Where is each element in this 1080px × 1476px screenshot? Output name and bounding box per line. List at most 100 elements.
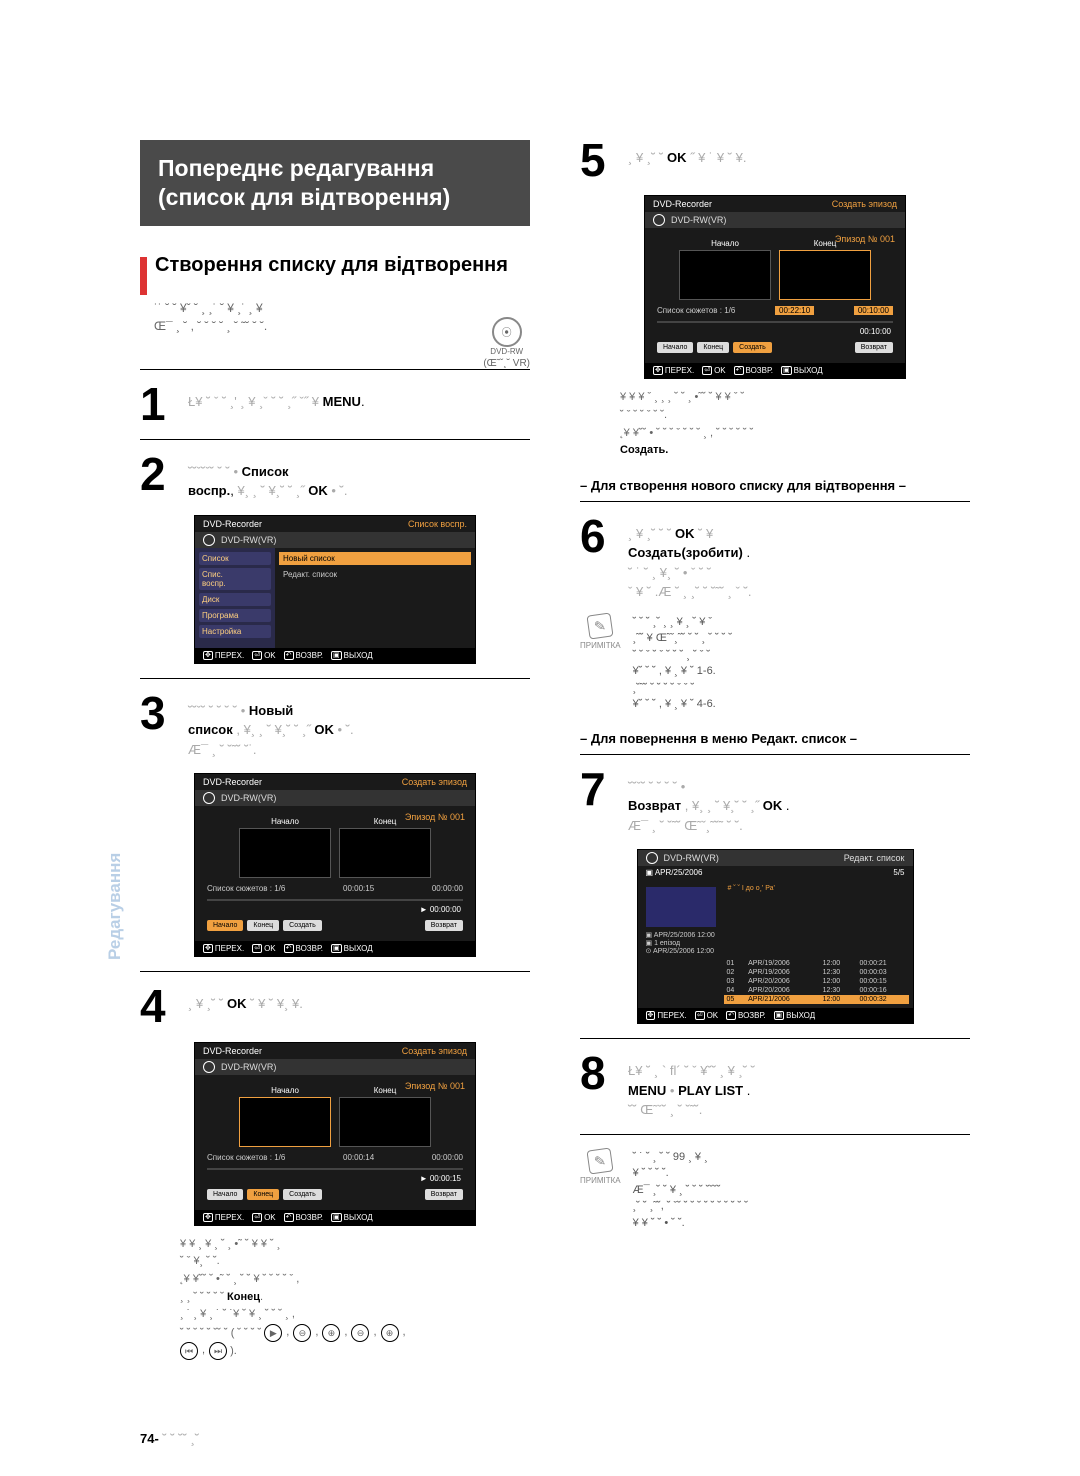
screenshot-create-episode-1: DVD-Recorder Создать эпизод DVD-RW(VR) Э…: [194, 773, 476, 957]
step8-playlist: PLAY LIST: [678, 1083, 743, 1098]
table-header: # ˘ ˘ І до о¸' Ра': [724, 883, 909, 894]
btn-create[interactable]: Создать: [733, 342, 772, 353]
menu-item[interactable]: Програма: [199, 609, 271, 622]
playback-key-icons: ▶, ⊖, ⊕, ⊖, ⊕,: [264, 1324, 405, 1342]
info-left: Список сюжетов : 1/6: [207, 884, 285, 893]
disc-icon: ⦿: [492, 317, 522, 347]
page-footer: 74- ˘ ˘ ˘˘ ¸˘: [0, 1421, 1080, 1476]
separator: [140, 971, 530, 972]
line: ¸ ˙ ¸ ¥ ¸ ˙ ˘ ˙¥ ˘ ¥ ¸ ˘ ˘ ˘ ¸ ,: [180, 1308, 295, 1320]
disc-label: DVD-RW: [490, 347, 523, 356]
note-box-6: ✎ ПРИМІТКА ˘ ˘ ˘ ¸˘ ¸ ¸ ¥ ¸ ˘ ¥ ˇ ¸˜˘ ¥ …: [580, 614, 970, 713]
step6-text-b: ˘ ¥: [698, 526, 713, 541]
foot-exit: ВЫХОД: [786, 1011, 815, 1020]
separator: [140, 678, 530, 679]
bar-time: ► 00:00:15: [199, 1174, 471, 1183]
foot-ret: ВОЗВР.: [746, 366, 774, 375]
scr-footer: ✥ПЕРЕХ. ⏎OK ↶ВОЗВР. ▣ВЫХОД: [638, 1008, 913, 1023]
line: ¥ ¥ ¥ ˇ ¸ ¸ ¸ ˘ ˘ ¸ •˜˘ ˘ ¥ ¥ ˇ ˘: [620, 391, 744, 403]
preview-end-label: Конец: [340, 1086, 430, 1095]
exit-icon: ▣: [774, 1011, 785, 1020]
scr-right-title: Список воспр.: [408, 519, 467, 529]
section-note-2: Œ¯ ¸ ˘ , ˘ ˘ ˘ ˘ ¸ ˘ ˜˘ ˘ ˘.: [154, 319, 530, 333]
progress-bar: [207, 899, 463, 901]
step-1: 1 Ł¥ ˘ ˇ ˘ ¸' ¸ ¥ ¸ˇ ˘ ˘ ¸˝ ˇ˝ ¥ MENU.: [140, 384, 530, 425]
disc-mini-icon: [646, 852, 658, 864]
page-tail: ˘ ˘ ˘˘ ¸˘: [162, 1431, 199, 1446]
separator: [140, 369, 530, 370]
list-item[interactable]: Редакт. список: [279, 568, 471, 581]
bar-time: ► 00:00:00: [199, 905, 471, 914]
screenshot-create-episode-3: DVD-Recorder Создать эпизод DVD-RW(VR) Э…: [644, 195, 906, 379]
ok-icon: ⏎: [695, 1011, 705, 1020]
step-3: 3 ˘˘ˇ˘ ˘ ˘ ˘ ˘ • Новый список , ¥¸ ¸ ˘ ¥…: [140, 693, 530, 760]
btn-end[interactable]: Конец: [247, 1189, 279, 1200]
left-column: Попереднє редагування (список для відтво…: [140, 140, 530, 1361]
step3-line2-a: список: [188, 722, 233, 737]
below-step5-text: ¥ ¥ ¥ ˇ ¸ ¸ ¸ ˘ ˘ ¸ •˜˘ ˘ ¥ ¥ ˇ ˘ ˘ ˇ ˘ …: [620, 389, 970, 459]
info-mid: 00:00:14: [343, 1153, 374, 1162]
preview-end-label: Конец: [780, 239, 870, 248]
list-item-highlighted[interactable]: Новый список: [279, 552, 471, 565]
scr-title: DVD-Recorder: [203, 777, 262, 787]
ff-icon: ⊕: [381, 1324, 399, 1342]
table-row[interactable]: 01APR/19/200612:0000:00:21: [724, 959, 909, 968]
btn-end[interactable]: Конец: [697, 342, 729, 353]
btn-create[interactable]: Создать: [283, 920, 322, 931]
side-tab-label: Редагування: [105, 853, 125, 960]
ok-icon: ⏎: [252, 1213, 262, 1222]
info-right: 00:00:00: [432, 884, 463, 893]
separator: [580, 754, 970, 755]
step-number: 7: [580, 769, 618, 836]
step1-text: Ł¥ ˘ ˇ ˘ ¸' ¸ ¥ ¸ˇ ˘ ˘ ¸˝ ˇ˝ ¥: [188, 394, 319, 409]
separator: [140, 439, 530, 440]
line: ˘ ˇ ¥¸ ˘ ˘.: [180, 1255, 220, 1267]
line: ˘ ˙ ˘ ¸ ˘ ˘ 99 ¸ ¥ ¸: [633, 1151, 708, 1163]
info-mid: 00:00:15: [343, 884, 374, 893]
preview-start-label: Начало: [240, 817, 330, 826]
subheading-7: – Для повернення в меню Редакт. список –: [580, 731, 970, 746]
progress-bar: [207, 1168, 463, 1170]
preview-start-label: Начало: [240, 1086, 330, 1095]
prev-icon: ⊖: [293, 1324, 311, 1342]
preview-start: Начало: [239, 828, 331, 878]
btn-back[interactable]: Возврат: [855, 342, 893, 353]
btn-create[interactable]: Создать: [283, 1189, 322, 1200]
scr-title: DVD-Recorder: [653, 199, 712, 209]
step7-text-a: ˘˘ˇ˘ ˘ ˘ ˘ ˘ •: [628, 779, 685, 794]
step-number: 5: [580, 140, 618, 181]
step-7: 7 ˘˘ˇ˘ ˘ ˘ ˘ ˘ • Возврат , ¥¸ ¸ ˘ ¥¸˘ ˘ …: [580, 769, 970, 836]
below-step4-text: ¥ ¥ ¸ ¥ ¸ ˘ ¸ •˜ ˘ ¥ ¥ ˘ ¸ ˘ ˇ ¥¸ ˘ ˘. ˛…: [180, 1236, 530, 1361]
line: ¥˘ ˘ ˘ , ¥ ¸ ¥ ˘ 1-6.: [633, 665, 716, 677]
menu-item[interactable]: Спис. воспр.: [199, 568, 271, 590]
btn-start[interactable]: Начало: [207, 920, 243, 931]
info-mid: 00:22:10: [775, 306, 814, 315]
btn-start[interactable]: Начало: [657, 342, 693, 353]
exit-icon: ▣: [331, 651, 342, 660]
screenshot-create-episode-2: DVD-Recorder Создать эпизод DVD-RW(VR) Э…: [194, 1042, 476, 1226]
btn-back[interactable]: Возврат: [425, 1189, 463, 1200]
table-row[interactable]: 04APR/20/200612:3000:00:16: [724, 986, 909, 995]
menu-item[interactable]: Диск: [199, 593, 271, 606]
return-icon: ↶: [284, 1213, 294, 1222]
table-row-selected[interactable]: 05APR/21/200612:0000:00:32: [724, 995, 909, 1004]
step-4: 4 ¸ ¥ ¸˘ ˘ OK ˘ ¥ ˘ ¥¸ ¥.: [140, 986, 530, 1027]
side-line: 1 епізод: [654, 940, 680, 947]
btn-back[interactable]: Возврат: [425, 920, 463, 931]
menu-item[interactable]: Настройка: [199, 625, 271, 638]
info-right: 00:10:00: [854, 306, 893, 315]
step6-note2: ˇ ¥ ˘ .Æ ˘ ¸ ¸˘ ˘ ˘˜˘ ¸ ˇ ˘.: [628, 584, 751, 599]
btn-start[interactable]: Начало: [207, 1189, 243, 1200]
menu-item[interactable]: Список: [199, 552, 271, 565]
step2-bold-b: OK: [308, 483, 328, 498]
table-row[interactable]: 03APR/20/200612:0000:00:15: [724, 977, 909, 986]
disc-badge: ⦿ DVD-RW (Œ˜ˇ¸˘ VR): [483, 317, 530, 369]
bar-time: 00:10:00: [649, 327, 901, 336]
btn-end[interactable]: Конец: [247, 920, 279, 931]
line: ¸˘˜˘ ˘ ˘ ˘ ˘ ˇ ˇ ˘: [633, 682, 695, 694]
table-row[interactable]: 02APR/19/200612:3000:00:03: [724, 968, 909, 977]
step-5: 5 ¸ ¥ ¸˘ ˘ OK ˝ ¥ ˙ ¥ ˘ ¥.: [580, 140, 970, 181]
scr-title: DVD-Recorder: [203, 519, 262, 529]
separator: [580, 501, 970, 502]
foot-move: ПЕРЕХ.: [215, 651, 244, 660]
